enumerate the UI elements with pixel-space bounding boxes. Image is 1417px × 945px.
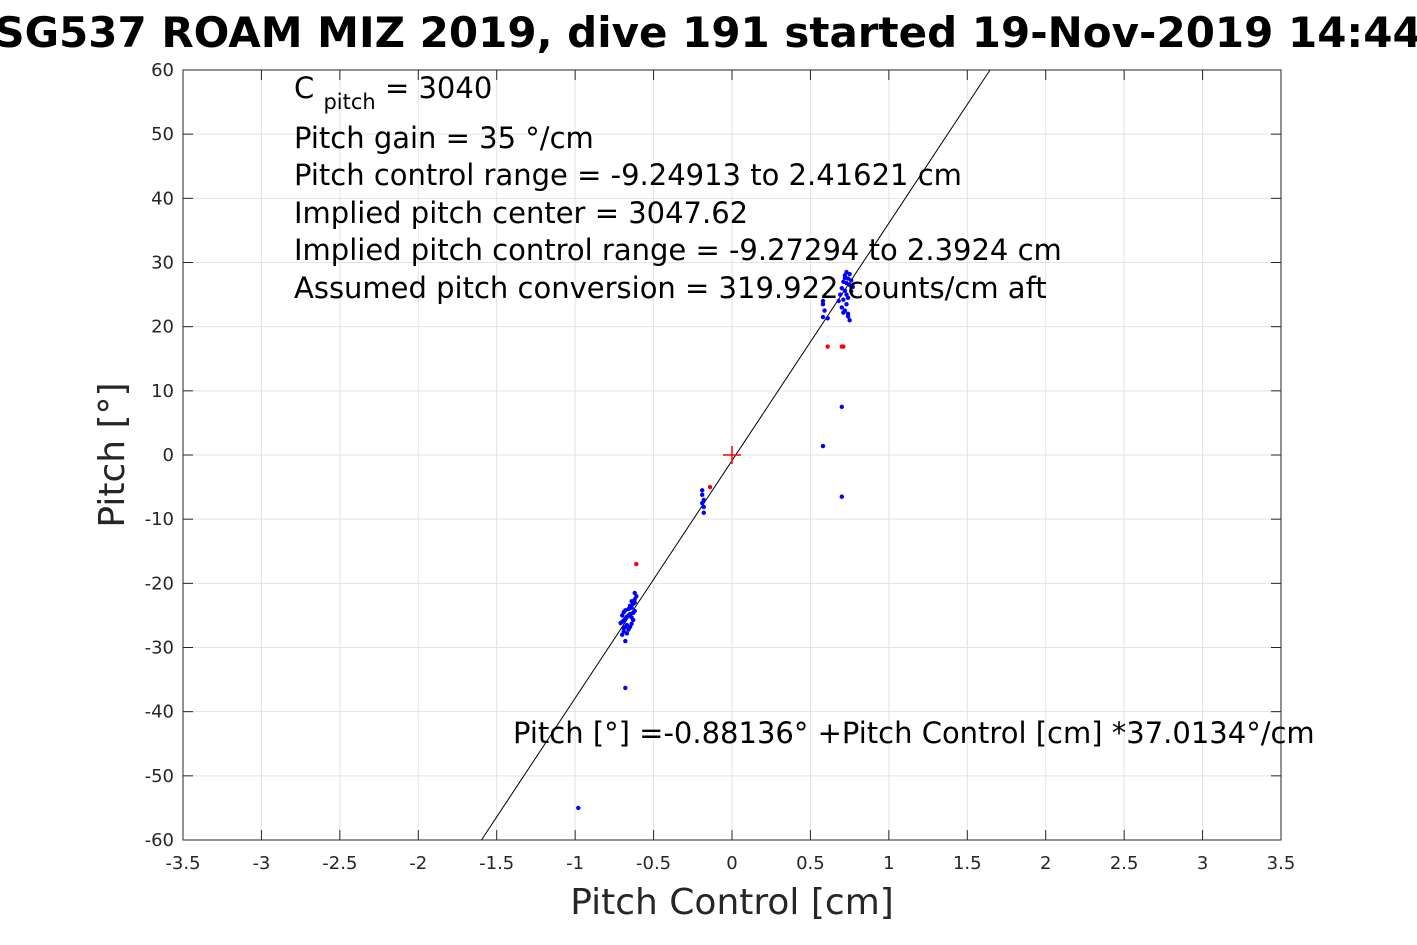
data-point — [629, 615, 634, 620]
x-tick-labels: -3.5 -3 -2.5 -2 -1.5 -1 -0.5 0 0.5 1 1.5 2 2.5 3 3.5 — [165, 853, 1295, 874]
data-point — [618, 620, 623, 626]
x-tick-label: -1.5 — [479, 853, 514, 874]
data-point — [620, 613, 625, 618]
data-point — [842, 275, 848, 281]
c-pitch-annotation: C pitch = 3040 — [294, 71, 492, 116]
fit-equation-annotation: Pitch [°] =-0.88136° +Pitch Control [cm]… — [513, 716, 1315, 750]
data-point — [576, 805, 581, 811]
data-point — [849, 289, 854, 294]
data-point — [820, 302, 826, 307]
y-tick-label: -50 — [145, 766, 174, 787]
data-point — [839, 285, 844, 291]
x-tick-label: 2.5 — [1110, 853, 1139, 874]
x-tick-label: -3 — [252, 853, 270, 874]
data-point — [847, 271, 852, 277]
y-tick-label: 0 — [163, 445, 174, 466]
data-point — [623, 685, 628, 691]
data-point — [825, 316, 830, 321]
data-point — [844, 302, 849, 307]
x-axis-label: Pitch Control [cm] — [570, 882, 894, 923]
x-tick-label: 3 — [1197, 853, 1208, 874]
x-tick-label: -2.5 — [322, 853, 357, 874]
y-tick-label: 20 — [151, 317, 174, 338]
data-point — [850, 284, 855, 290]
y-tick-labels: -60 -50 -40 -30 -20 -10 0 10 20 30 40 50 60 — [145, 60, 174, 851]
data-point — [844, 280, 849, 286]
x-tick-label: -3.5 — [165, 853, 200, 874]
x-tick-label: 0.5 — [796, 853, 825, 874]
y-tick-label: -10 — [145, 509, 174, 530]
x-tick-label: -2 — [409, 853, 427, 874]
c-pitch-value: = 3040 — [385, 71, 492, 105]
data-point — [701, 510, 706, 515]
data-point — [624, 631, 630, 636]
data-point — [632, 590, 637, 596]
data-point — [849, 278, 854, 283]
data-point — [699, 500, 705, 506]
data-point — [623, 638, 628, 644]
y-tick-label: 30 — [151, 253, 174, 274]
x-tick-label: -1 — [566, 853, 584, 874]
chart-title: SG537 ROAM MIZ 2019, dive 191 started 19… — [0, 8, 1417, 57]
data-point — [845, 314, 851, 319]
y-tick-label: -30 — [145, 638, 174, 659]
data-point — [820, 443, 826, 449]
y-axis-label: Pitch [°] — [92, 382, 133, 527]
data-point — [839, 494, 844, 499]
x-tick-label: 2 — [1040, 853, 1051, 874]
data-point — [634, 561, 639, 567]
y-tick-label: 40 — [151, 188, 174, 209]
data-point — [707, 484, 713, 490]
data-point — [841, 344, 846, 349]
x-tick-label: 0 — [726, 853, 737, 874]
data-point — [699, 488, 705, 493]
data-point — [820, 298, 826, 304]
x-tick-label: 1 — [883, 853, 894, 874]
c-pitch-main: C — [294, 71, 314, 105]
data-point — [629, 621, 634, 626]
x-tick-label: 3.5 — [1267, 853, 1296, 874]
data-point — [701, 504, 706, 510]
control-range-annotation: Pitch control range = -9.24913 to 2.4162… — [294, 158, 962, 192]
implied-range-annotation: Implied pitch control range = -9.27294 t… — [294, 233, 1062, 267]
data-point — [836, 298, 841, 304]
data-point — [839, 305, 844, 310]
conversion-annotation: Assumed pitch conversion = 319.922 count… — [294, 271, 1047, 305]
y-tick-label: 60 — [151, 60, 174, 81]
data-point — [699, 492, 705, 497]
x-tick-label: -0.5 — [636, 853, 671, 874]
data-point — [838, 292, 843, 297]
y-tick-label: -60 — [145, 830, 174, 851]
data-point — [844, 292, 849, 297]
x-tick-label: 1.5 — [953, 853, 982, 874]
data-point — [822, 308, 827, 313]
scatter-points — [576, 269, 855, 811]
data-point — [842, 288, 848, 293]
y-tick-label: -20 — [145, 573, 174, 594]
y-tick-label: 50 — [151, 124, 174, 145]
implied-center-annotation: Implied pitch center = 3047.62 — [294, 196, 748, 230]
data-point — [839, 404, 844, 410]
c-pitch-subscript: pitch — [323, 90, 375, 114]
data-point — [825, 344, 830, 349]
data-point — [820, 314, 826, 320]
data-point — [841, 310, 846, 315]
ticks — [182, 69, 1282, 841]
data-point — [632, 608, 637, 614]
pitch-gain-annotation: Pitch gain = 35 °/cm — [294, 121, 594, 155]
data-point — [847, 318, 852, 323]
y-tick-label: -40 — [145, 702, 174, 723]
data-point — [841, 297, 846, 302]
y-tick-label: 10 — [151, 381, 174, 402]
